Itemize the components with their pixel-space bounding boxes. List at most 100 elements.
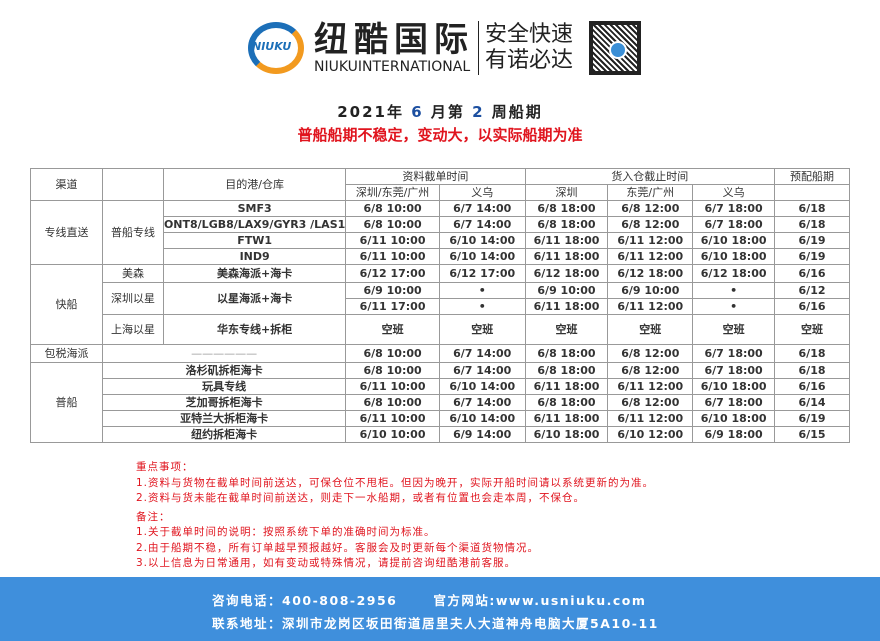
title-month: 6 — [411, 103, 424, 121]
channel-normal: 普船 — [29, 362, 104, 443]
page-subtitle: 普船船期不稳定，变动大，以实际船期为准 — [297, 126, 583, 144]
value-cell: 6/7 14:00 — [438, 344, 526, 363]
notes: 重点事项： 1.资料与货物在截单时间前送达，可保仓位不甩柜。但因为晚开，实际开船… — [136, 460, 654, 572]
value-cell: 6/10 14:00 — [438, 248, 526, 265]
channel-direct: 专线直送 — [29, 200, 104, 265]
address-label: 联系地址： — [212, 616, 283, 631]
title-week: 2 — [472, 103, 485, 121]
sub-channel: 上海以星 — [102, 314, 164, 345]
value-cell: 6/7 14:00 — [438, 394, 526, 411]
value-cell: 6/16 — [774, 378, 850, 395]
value-cell: 空班 — [438, 314, 526, 345]
header-channel: 渠道 — [29, 168, 104, 201]
value-cell: 6/11 18:00 — [524, 232, 609, 249]
value-cell: 6/7 18:00 — [692, 344, 776, 363]
value-cell: 6/8 18:00 — [524, 200, 609, 217]
dest-cell: —————— — [102, 344, 347, 363]
value-cell: 6/7 18:00 — [692, 200, 776, 217]
value-cell: 6/10 14:00 — [438, 232, 526, 249]
value-cell: 空班 — [524, 314, 609, 345]
value-cell: 6/11 17:00 — [345, 298, 440, 315]
dest-cell: 玩具专线 — [102, 378, 347, 395]
brand-header: NIUKU 纽酷国际 NIUKUINTERNATIONAL 安全快速 有诺必达 — [246, 18, 642, 78]
header-wh-yw: 义乌 — [692, 184, 776, 201]
value-cell: 6/18 — [774, 200, 850, 217]
slogan-line-2: 有诺必达 — [485, 48, 574, 73]
key-note: 2.资料与货未能在截单时间前送达，则走下一水船期，或者有位置也会走本周，不保仓。 — [136, 492, 586, 504]
value-cell: 6/10 12:00 — [607, 426, 694, 443]
key-notes-title: 重点事项： — [136, 461, 194, 473]
value-cell: 6/8 10:00 — [345, 362, 440, 379]
value-cell: 空班 — [692, 314, 776, 345]
channel-fast: 快船 — [29, 264, 104, 345]
value-cell: 6/16 — [774, 298, 850, 315]
value-cell: 6/8 12:00 — [607, 394, 694, 411]
value-cell: 6/14 — [774, 394, 850, 411]
dest-cell: 美森海派+海卡 — [162, 264, 347, 283]
table-row: 包税海派 —————— 6/8 10:00 6/7 14:00 6/8 18:00 6/8… — [29, 344, 850, 363]
value-cell: 6/11 18:00 — [524, 298, 609, 315]
sub-channel: 普船专线 — [102, 200, 164, 265]
value-cell: 6/11 12:00 — [607, 410, 694, 427]
phone-number: 400-808-2956 — [282, 593, 398, 608]
remark: 3.以上信息为日常通用，如有变动或特殊情况，请提前咨询纽酷港前客服。 — [136, 557, 517, 569]
value-cell: 6/8 10:00 — [345, 200, 440, 217]
value-cell: 6/12 18:00 — [524, 264, 609, 283]
qr-code-icon — [589, 21, 642, 75]
schedule-table: 渠道 目的港/仓库 资料截单时间 货入仓截止时间 预配船期 深圳/东莞/广州 义乌 深圳 东莞… — [29, 168, 850, 443]
address: 深圳市龙岗区坂田街道居里夫人大道神舟电脑大厦5A10-11 — [282, 616, 659, 631]
site-label: 官方网站: — [433, 593, 496, 608]
dest-cell: 芝加哥拆柜海卡 — [102, 394, 347, 411]
title-prefix: 2021年 — [337, 103, 412, 121]
website-link[interactable]: www.usniuku.com — [495, 593, 647, 608]
phone-label: 咨询电话： — [212, 593, 283, 608]
title-mid: 月第 — [423, 103, 473, 121]
value-cell: 6/8 18:00 — [524, 362, 609, 379]
value-cell: 6/8 18:00 — [524, 216, 609, 233]
value-cell: 6/18 — [774, 362, 850, 379]
sub-channel: 深圳以星 — [102, 282, 164, 315]
value-cell: 6/10 18:00 — [692, 232, 776, 249]
value-cell: 6/11 18:00 — [524, 248, 609, 265]
remark: 2.由于船期不稳，所有订单越早预报越好。客服会及时更新每个渠道货物情况。 — [136, 541, 540, 554]
value-cell: 6/8 10:00 — [345, 344, 440, 363]
value-cell: 空班 — [345, 314, 440, 345]
value-cell: 6/11 10:00 — [345, 248, 440, 265]
value-cell: 6/10 10:00 — [345, 426, 440, 443]
dest-cell: FTW1 — [162, 232, 347, 249]
table-row: ONT8/LGB8/LAX9/GYR3 /LAS1 6/8 10:00 6/7 14… — [31, 216, 850, 233]
value-cell: 6/10 14:00 — [438, 378, 526, 395]
value-cell: 6/7 18:00 — [692, 394, 776, 411]
value-cell: 6/19 — [774, 232, 850, 249]
value-cell: 6/11 18:00 — [524, 378, 609, 395]
value-cell: 6/8 12:00 — [607, 200, 694, 217]
value-cell: 6/18 — [774, 216, 850, 233]
value-cell: 6/12 18:00 — [607, 264, 694, 283]
value-cell: 6/10 18:00 — [692, 410, 776, 427]
remark: 1.关于截单时间的说明：按照系统下单的准确时间为标准。 — [136, 526, 436, 538]
table-row: IND9 6/11 10:00 6/10 14:00 6/11 18:00 6/11 1… — [31, 248, 850, 265]
value-cell: 6/12 17:00 — [345, 264, 440, 283]
dest-cell: 华东专线+拆柜 — [162, 314, 347, 345]
value-cell: • — [438, 298, 526, 315]
value-cell: • — [692, 282, 776, 299]
header-docs-yw: 义乌 — [438, 184, 526, 201]
value-cell: 6/8 12:00 — [607, 362, 694, 379]
slogan-line-1: 安全快速 — [485, 22, 574, 47]
contact-line: 咨询电话：400-808-2956 官方网站:www.usniuku.com — [212, 590, 646, 609]
value-cell: 6/11 10:00 — [345, 378, 440, 395]
value-cell: 6/11 10:00 — [345, 410, 440, 427]
value-cell: 空班 — [607, 314, 694, 345]
value-cell: 6/7 18:00 — [692, 362, 776, 379]
header-dest: 目的港/仓库 — [162, 168, 347, 201]
value-cell: • — [692, 298, 776, 315]
value-cell: 6/12 — [774, 282, 850, 299]
table-row: 上海以星 华东专线+拆柜 空班 空班 空班 空班 空班 空班 — [31, 314, 850, 345]
value-cell: 6/9 18:00 — [692, 426, 776, 443]
key-note: 1.资料与货物在截单时间前送达，可保仓位不甩柜。但因为晚开，实际开船时间请以系统… — [136, 476, 655, 489]
value-cell: 6/12 17:00 — [438, 264, 526, 283]
header-docs: 资料截单时间 — [345, 168, 526, 185]
table-row: 纽约拆柜海卡 6/10 10:00 6/9 14:00 6/10 18:00 6/10 … — [31, 426, 850, 443]
slogan: 安全快速 有诺必达 — [485, 22, 573, 74]
table-row: 快船 美森 美森海派+海卡 6/12 17:00 6/12 17:00 6/12 18:0… — [29, 264, 850, 345]
